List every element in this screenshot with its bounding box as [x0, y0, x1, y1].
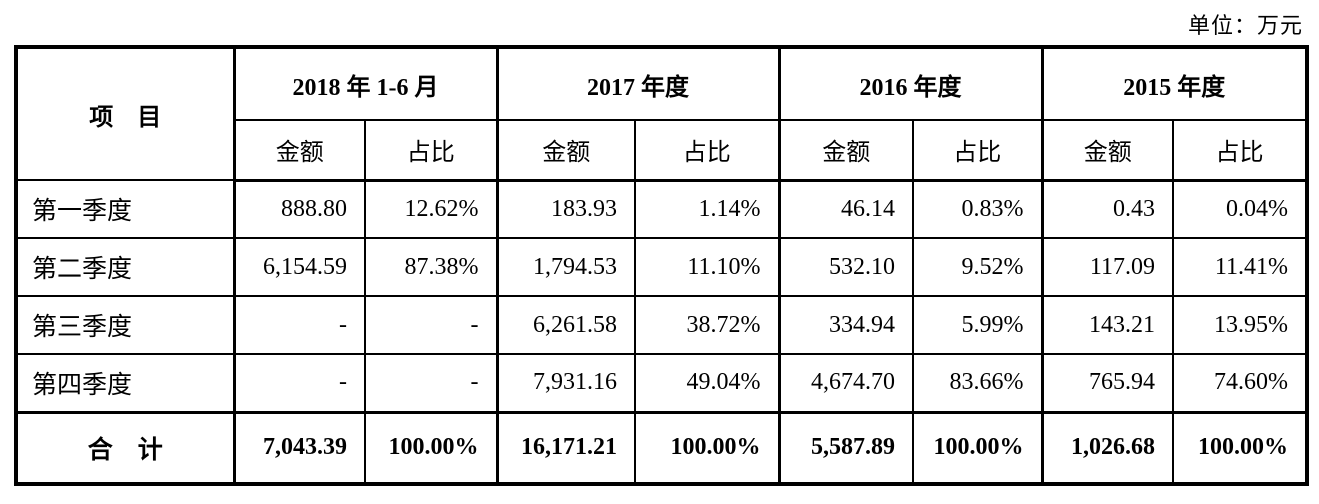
cell-value: 143.21: [1040, 295, 1174, 355]
cell-value: 13.95%: [1172, 295, 1308, 355]
cell-value: 38.72%: [634, 295, 780, 355]
row-label-q3: 第三季度: [15, 295, 235, 355]
cell-value: 532.10: [777, 237, 914, 297]
cell-value: 888.80: [232, 179, 366, 239]
unit-label: 单位：万元: [1187, 13, 1303, 38]
subheader-amount-2015: 金额: [1040, 119, 1174, 182]
cell-value: 16,171.21: [495, 410, 636, 485]
row-label-q4: 第四季度: [15, 353, 235, 413]
column-header-2017: 2017 年度: [495, 46, 780, 121]
cell-value: 12.62%: [364, 179, 498, 239]
cell-value: 0.83%: [912, 179, 1043, 239]
table-row-q2: 第二季度 6,154.59 87.38% 1,794.53 11.10% 532…: [15, 237, 1308, 297]
subheader-amount-2018: 金额: [232, 119, 366, 182]
cell-value: 334.94: [777, 295, 914, 355]
cell-value: 7,043.39: [232, 410, 366, 485]
cell-value: 49.04%: [634, 353, 780, 413]
cell-value: 100.00%: [1172, 410, 1308, 485]
cell-value: 100.00%: [912, 410, 1043, 485]
cell-value: 7,931.16: [495, 353, 636, 413]
cell-value: 100.00%: [364, 410, 498, 485]
cell-value: 9.52%: [912, 237, 1043, 297]
cell-value: 765.94: [1040, 353, 1174, 413]
cell-value: 11.41%: [1172, 237, 1308, 297]
cell-value: -: [232, 353, 366, 413]
column-header-2018h1: 2018 年 1-6 月: [232, 46, 498, 121]
subheader-amount-2016: 金额: [777, 119, 914, 182]
cell-value: 5,587.89: [777, 410, 914, 485]
cell-value: 87.38%: [364, 237, 498, 297]
subheader-share-2016: 占比: [912, 119, 1043, 182]
cell-value: 5.99%: [912, 295, 1043, 355]
row-label-q1: 第一季度: [15, 179, 235, 239]
column-header-item: 项 目: [15, 46, 235, 181]
cell-value: -: [232, 295, 366, 355]
cell-value: 6,261.58: [495, 295, 636, 355]
cell-value: 0.04%: [1172, 179, 1308, 239]
header-row-periods: 项 目 2018 年 1-6 月 2017 年度 2016 年度 2015 年度: [15, 46, 1308, 181]
cell-value: 117.09: [1040, 237, 1174, 297]
cell-value: 11.10%: [634, 237, 780, 297]
table-row-q3: 第三季度 - - 6,261.58 38.72% 334.94 5.99% 14…: [15, 295, 1308, 355]
row-label-total: 合 计: [15, 410, 235, 485]
cell-value: 0.43: [1040, 179, 1174, 239]
cell-value: 6,154.59: [232, 237, 366, 297]
column-header-2015: 2015 年度: [1040, 46, 1308, 121]
table-row-q4: 第四季度 - - 7,931.16 49.04% 4,674.70 83.66%…: [15, 353, 1308, 413]
cell-value: 100.00%: [634, 410, 780, 485]
cell-value: -: [364, 295, 498, 355]
subheader-share-2017: 占比: [634, 119, 780, 182]
cell-value: 1,026.68: [1040, 410, 1174, 485]
cell-value: -: [364, 353, 498, 413]
quarterly-breakdown-table: 项 目 2018 年 1-6 月 2017 年度 2016 年度 2015 年度…: [14, 45, 1309, 486]
cell-value: 83.66%: [912, 353, 1043, 413]
subheader-share-2018: 占比: [364, 119, 498, 182]
table-row-q1: 第一季度 888.80 12.62% 183.93 1.14% 46.14 0.…: [15, 179, 1308, 239]
cell-value: 183.93: [495, 179, 636, 239]
total-row: 合 计 7,043.39 100.00% 16,171.21 100.00% 5…: [15, 410, 1308, 485]
cell-value: 46.14: [777, 179, 914, 239]
cell-value: 4,674.70: [777, 353, 914, 413]
row-label-q2: 第二季度: [15, 237, 235, 297]
cell-value: 1.14%: [634, 179, 780, 239]
cell-value: 74.60%: [1172, 353, 1308, 413]
cell-value: 1,794.53: [495, 237, 636, 297]
column-header-2016: 2016 年度: [777, 46, 1043, 121]
subheader-share-2015: 占比: [1172, 119, 1308, 182]
subheader-amount-2017: 金额: [495, 119, 636, 182]
header-row-measures: 金额 占比 金额 占比 金额 占比 金额 占比: [16, 119, 1308, 182]
